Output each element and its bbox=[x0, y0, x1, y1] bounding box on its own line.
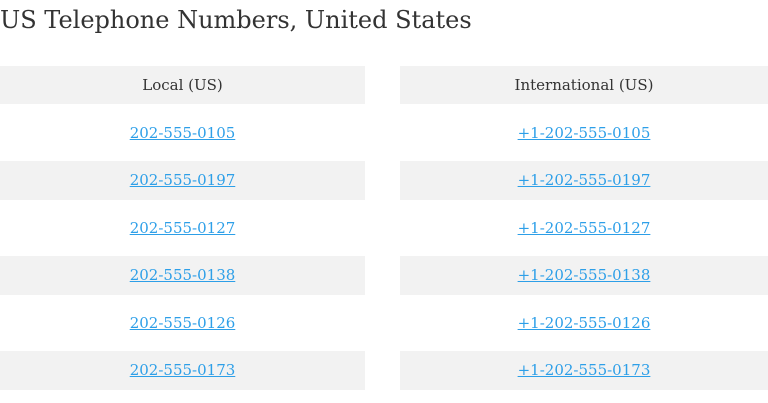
table-cell: 202-555-0126 bbox=[0, 303, 365, 342]
table-cell: +1-202-555-0127 bbox=[400, 208, 768, 247]
phone-link[interactable]: +1-202-555-0173 bbox=[517, 361, 651, 379]
phone-link[interactable]: 202-555-0105 bbox=[129, 124, 236, 142]
phone-link[interactable]: +1-202-555-0105 bbox=[517, 124, 651, 142]
table-cell: 202-555-0173 bbox=[0, 350, 365, 390]
phone-link[interactable]: 202-555-0173 bbox=[129, 361, 236, 379]
phone-link[interactable]: +1-202-555-0127 bbox=[517, 218, 651, 237]
phone-link[interactable]: 202-555-0127 bbox=[129, 218, 236, 237]
phone-link[interactable]: +1-202-555-0197 bbox=[517, 171, 651, 190]
table-cell: +1-202-555-0173 bbox=[400, 350, 768, 390]
phone-link[interactable]: 202-555-0138 bbox=[129, 266, 236, 285]
table-cell: 202-555-0138 bbox=[0, 255, 365, 295]
table-cell: +1-202-555-0138 bbox=[400, 255, 768, 295]
phone-link[interactable]: 202-555-0126 bbox=[129, 313, 236, 332]
page-title: US Telephone Numbers, United States bbox=[0, 6, 472, 34]
table-header: Local (US) bbox=[0, 66, 365, 104]
phone-link[interactable]: 202-555-0197 bbox=[129, 171, 236, 190]
table-cell: +1-202-555-0126 bbox=[400, 303, 768, 342]
table-cell: 202-555-0197 bbox=[0, 160, 365, 200]
table-cell: 202-555-0127 bbox=[0, 208, 365, 247]
phone-link[interactable]: +1-202-555-0126 bbox=[517, 313, 651, 332]
table-cell: 202-555-0105 bbox=[0, 114, 365, 153]
phone-link[interactable]: +1-202-555-0138 bbox=[517, 266, 651, 285]
table-cell: +1-202-555-0197 bbox=[400, 160, 768, 200]
table-cell: +1-202-555-0105 bbox=[400, 114, 768, 153]
table-header: International (US) bbox=[400, 66, 768, 104]
